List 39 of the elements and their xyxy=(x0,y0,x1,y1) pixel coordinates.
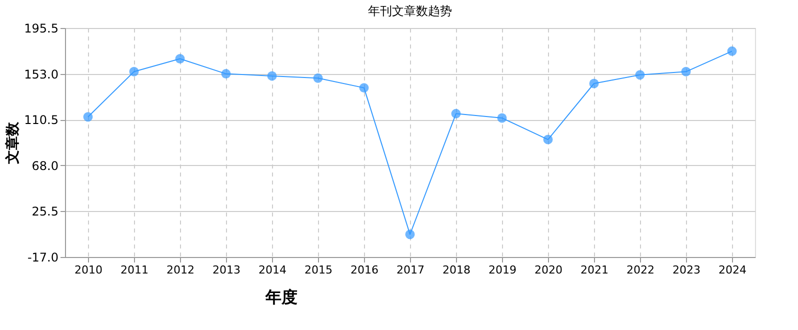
x-tick-label: 2011 xyxy=(120,264,148,276)
point xyxy=(175,54,185,64)
x-axis-title: 年度 xyxy=(264,288,298,306)
point xyxy=(727,46,737,56)
y-tick-label: 68.0 xyxy=(32,158,58,173)
x-tick-label: 2023 xyxy=(672,264,700,276)
x-tick-label: 2022 xyxy=(626,264,654,276)
point xyxy=(313,73,323,83)
x-tick-label: 2013 xyxy=(212,264,240,276)
x-tick-label: 2017 xyxy=(396,264,424,276)
x-tick-label: 2018 xyxy=(442,264,470,276)
point xyxy=(405,230,415,240)
x-tick-label: 2019 xyxy=(488,264,516,276)
x-tick-label: 2010 xyxy=(74,264,102,276)
point xyxy=(681,66,691,76)
point xyxy=(129,66,139,76)
point xyxy=(83,112,93,122)
x-tick-label: 2015 xyxy=(304,264,332,276)
x-tick-label: 2012 xyxy=(166,264,194,276)
y-tick-label: -17.0 xyxy=(27,250,58,264)
chart-title: 年刊文章数趋势 xyxy=(368,4,452,18)
x-tick-label: 2020 xyxy=(534,264,562,276)
x-tick-label: 2021 xyxy=(580,264,608,276)
point xyxy=(589,78,599,88)
point xyxy=(451,108,461,118)
y-tick-label: 25.5 xyxy=(32,204,58,219)
y-axis-title: 文章数 xyxy=(4,121,22,165)
x-tick-label: 2024 xyxy=(718,264,746,276)
y-tick-label: 110.5 xyxy=(24,113,58,128)
y-tick-label: 153.0 xyxy=(24,67,58,82)
point xyxy=(497,113,507,123)
point xyxy=(635,70,645,80)
point xyxy=(359,83,369,93)
x-tick-label: 2014 xyxy=(258,264,286,276)
point xyxy=(267,71,277,81)
x-tick-label: 2016 xyxy=(350,264,378,276)
y-tick-label: 195.5 xyxy=(24,22,58,36)
point xyxy=(543,134,553,144)
point xyxy=(221,69,231,79)
